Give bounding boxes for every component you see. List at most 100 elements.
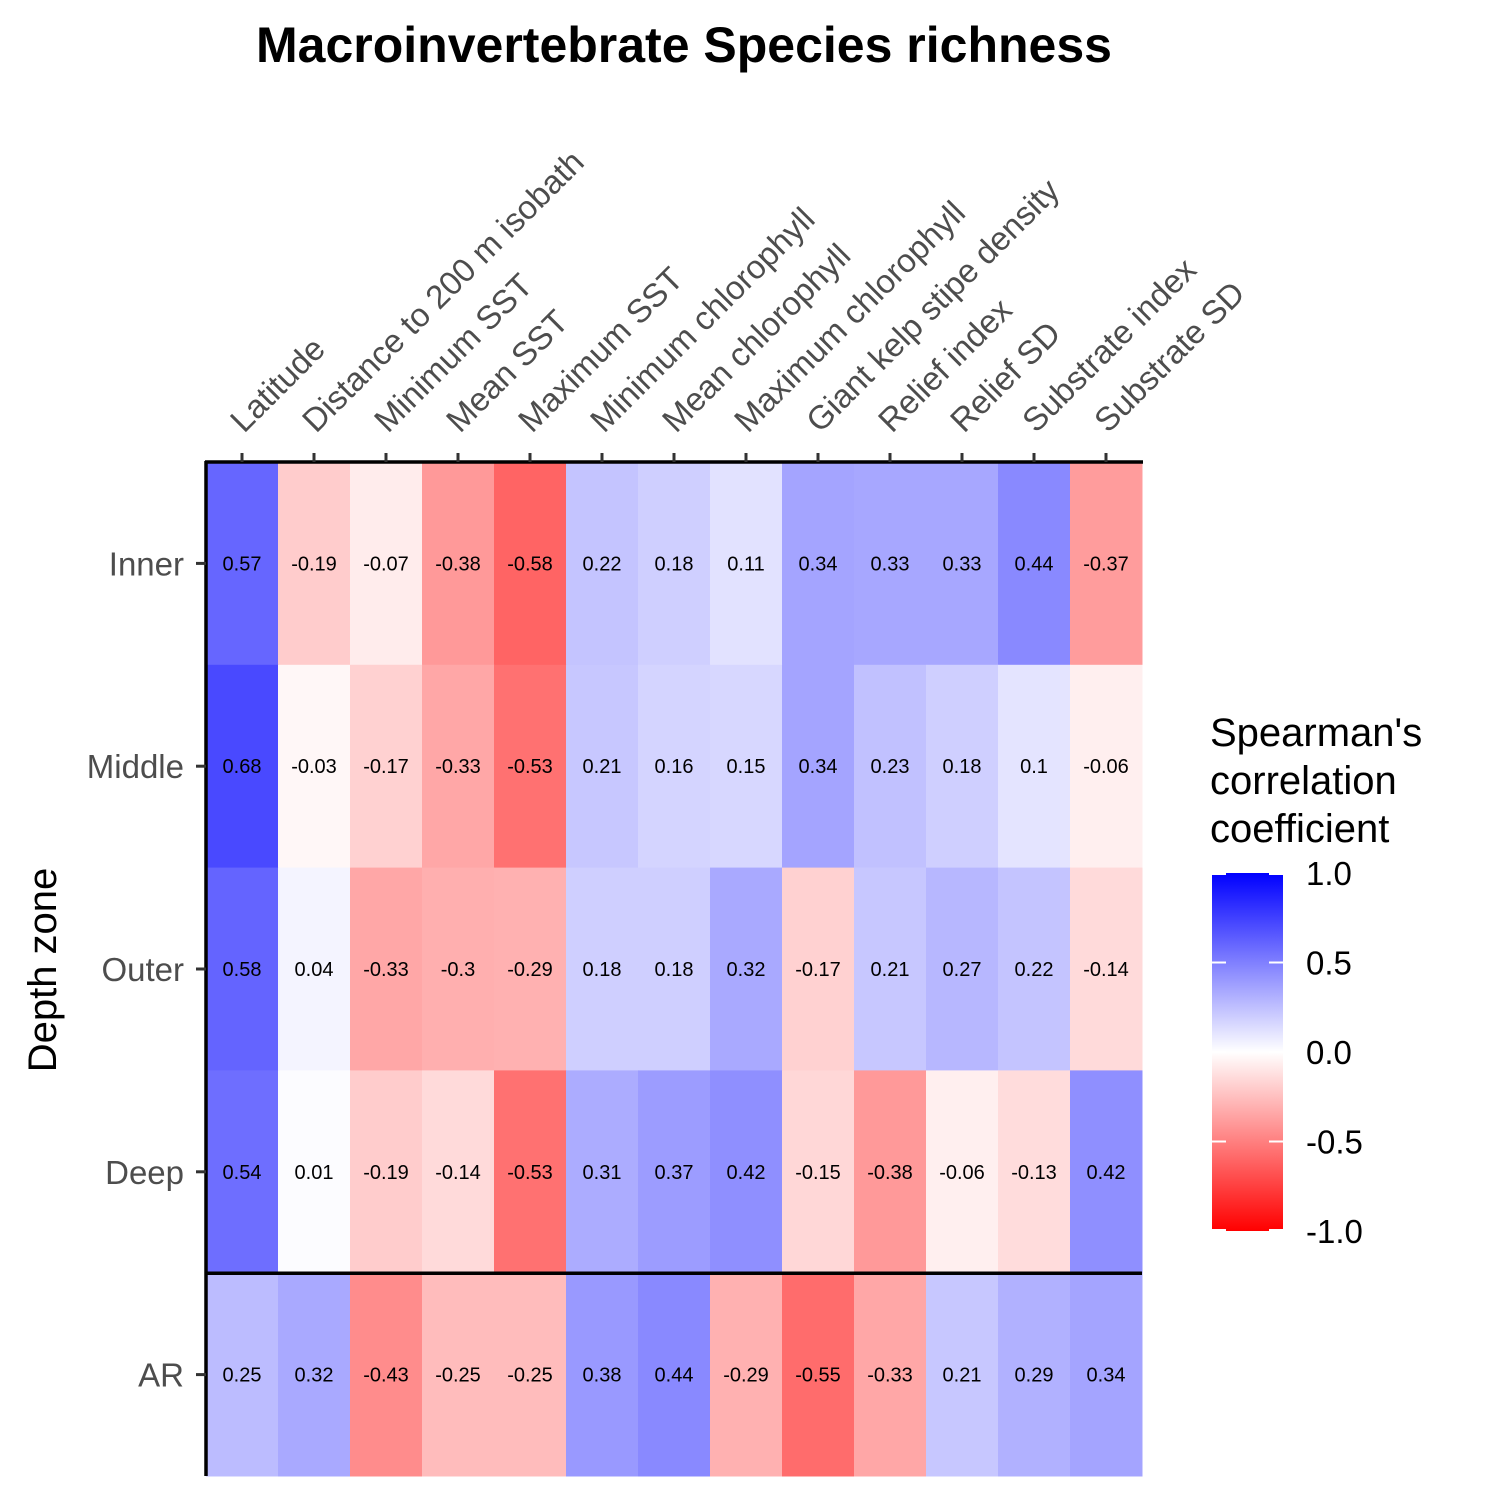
heatmap-cell xyxy=(494,867,567,1071)
heatmap-cell xyxy=(422,867,495,1071)
heatmap-cell xyxy=(782,1070,855,1274)
heatmap-cell xyxy=(278,462,351,666)
cell-value-label: -0.07 xyxy=(363,553,409,575)
legend-tick-label: 1.0 xyxy=(1306,855,1352,892)
cell-value-label: 0.22 xyxy=(583,553,622,575)
heatmap-cell xyxy=(1070,1273,1143,1477)
legend-title-line-2: correlation xyxy=(1210,759,1397,803)
cell-value-label: 0.21 xyxy=(871,959,910,981)
row-label: Outer xyxy=(101,951,184,988)
cell-value-label: -0.25 xyxy=(435,1365,481,1387)
cell-value-label: 0.11 xyxy=(727,553,764,575)
cell-value-label: -0.43 xyxy=(363,1365,409,1387)
cell-value-label: 0.42 xyxy=(1087,1162,1126,1184)
cell-value-label: 0.21 xyxy=(943,1365,982,1387)
row-label: Middle xyxy=(87,748,184,785)
cell-value-label: 0.57 xyxy=(223,553,262,575)
cell-value-label: 0.16 xyxy=(655,756,694,778)
heatmap-cell xyxy=(422,1070,495,1274)
heatmap-cell xyxy=(782,664,855,869)
cell-value-label: -0.33 xyxy=(363,959,409,981)
heatmap-cell xyxy=(422,462,495,666)
heatmap-cell xyxy=(350,664,423,869)
cell-value-label: -0.06 xyxy=(1083,756,1129,778)
heatmap-cell xyxy=(926,1070,999,1274)
cell-value-label: 0.15 xyxy=(727,756,766,778)
legend: Spearman's correlation coefficient 1.0 0.… xyxy=(1210,711,1422,1250)
heatmap-cell xyxy=(926,664,999,869)
cell-value-label: -0.17 xyxy=(795,959,841,981)
heatmap-cell xyxy=(710,462,783,666)
chart-title: Macroinvertebrate Species richness xyxy=(256,17,1112,73)
cell-value-label: 0.27 xyxy=(943,959,982,981)
heatmap-cell xyxy=(926,1273,999,1477)
heatmap-cell xyxy=(854,462,927,666)
cell-value-label: -0.13 xyxy=(1011,1162,1057,1184)
heatmap-cell xyxy=(638,1070,711,1274)
cell-value-label: -0.14 xyxy=(1083,959,1129,981)
cell-value-label: 0.25 xyxy=(223,1365,262,1387)
cell-value-label: 0.44 xyxy=(1015,553,1054,575)
cell-value-label: 0.34 xyxy=(1087,1365,1126,1387)
heatmap-cell xyxy=(350,1273,423,1477)
heatmap-cell xyxy=(278,664,351,869)
heatmap-cell xyxy=(638,1273,711,1477)
cell-value-label: -0.53 xyxy=(507,756,553,778)
heatmap-cell xyxy=(710,1070,783,1274)
heatmap-cell xyxy=(422,664,495,869)
heatmap-cell xyxy=(998,664,1071,869)
heatmap-cell xyxy=(278,1273,351,1477)
row-label: Deep xyxy=(105,1154,184,1191)
cell-value-label: 0.33 xyxy=(943,553,982,575)
heatmap-cell xyxy=(350,462,423,666)
cell-value-label: 0.32 xyxy=(295,1365,334,1387)
legend-tick-label: 0.5 xyxy=(1306,945,1352,982)
cell-value-label: -0.19 xyxy=(363,1162,409,1184)
heatmap-cell xyxy=(638,664,711,869)
heatmap-cell xyxy=(278,867,351,1071)
heatmap-cell xyxy=(710,664,783,869)
cell-value-label: -0.38 xyxy=(435,553,481,575)
heatmap-cell xyxy=(566,664,639,869)
cell-value-label: -0.53 xyxy=(507,1162,553,1184)
cell-value-label: 0.44 xyxy=(655,1365,694,1387)
cell-value-label: -0.19 xyxy=(291,553,337,575)
cell-value-label: -0.29 xyxy=(507,959,553,981)
cell-value-label: 0.18 xyxy=(943,756,982,778)
heatmap-cell xyxy=(710,1273,783,1477)
heatmap-cell xyxy=(206,462,279,666)
y-axis-title: Depth zone xyxy=(21,868,65,1073)
heatmap-cell xyxy=(494,1070,567,1274)
heatmap-cell xyxy=(926,867,999,1071)
heatmap-cells xyxy=(206,462,1143,1477)
row-labels: Inner Middle Outer Deep AR xyxy=(87,545,184,1393)
heatmap-cell xyxy=(1070,462,1143,666)
cell-value-label: 0.54 xyxy=(223,1162,262,1184)
heatmap-cell xyxy=(782,1273,855,1477)
heatmap-cell xyxy=(494,1273,567,1477)
heatmap-cell xyxy=(998,462,1071,666)
legend-title-line-1: Spearman's xyxy=(1210,711,1422,755)
heatmap-cell xyxy=(710,867,783,1071)
heatmap-cell xyxy=(638,462,711,666)
heatmap-cell xyxy=(854,664,927,869)
cell-value-label: -0.3 xyxy=(441,959,475,981)
heatmap-cell xyxy=(638,867,711,1071)
cell-value-label: 0.34 xyxy=(799,553,838,575)
heatmap-cell xyxy=(1070,1070,1143,1274)
cell-value-label: -0.58 xyxy=(507,553,553,575)
heatmap-cell xyxy=(566,1273,639,1477)
heatmap-cell xyxy=(782,867,855,1071)
cell-value-label: -0.33 xyxy=(435,756,481,778)
cell-value-label: 0.21 xyxy=(583,756,622,778)
cell-value-label: 0.29 xyxy=(1015,1365,1054,1387)
cell-value-label: -0.15 xyxy=(795,1162,841,1184)
cell-value-label: 0.18 xyxy=(655,553,694,575)
cell-value-label: 0.34 xyxy=(799,756,838,778)
cell-value-label: 0.23 xyxy=(871,756,910,778)
cell-value-label: 0.01 xyxy=(295,1162,334,1184)
cell-value-label: -0.33 xyxy=(867,1365,913,1387)
heatmap-cell xyxy=(998,1070,1071,1274)
cell-value-label: 0.38 xyxy=(583,1365,622,1387)
